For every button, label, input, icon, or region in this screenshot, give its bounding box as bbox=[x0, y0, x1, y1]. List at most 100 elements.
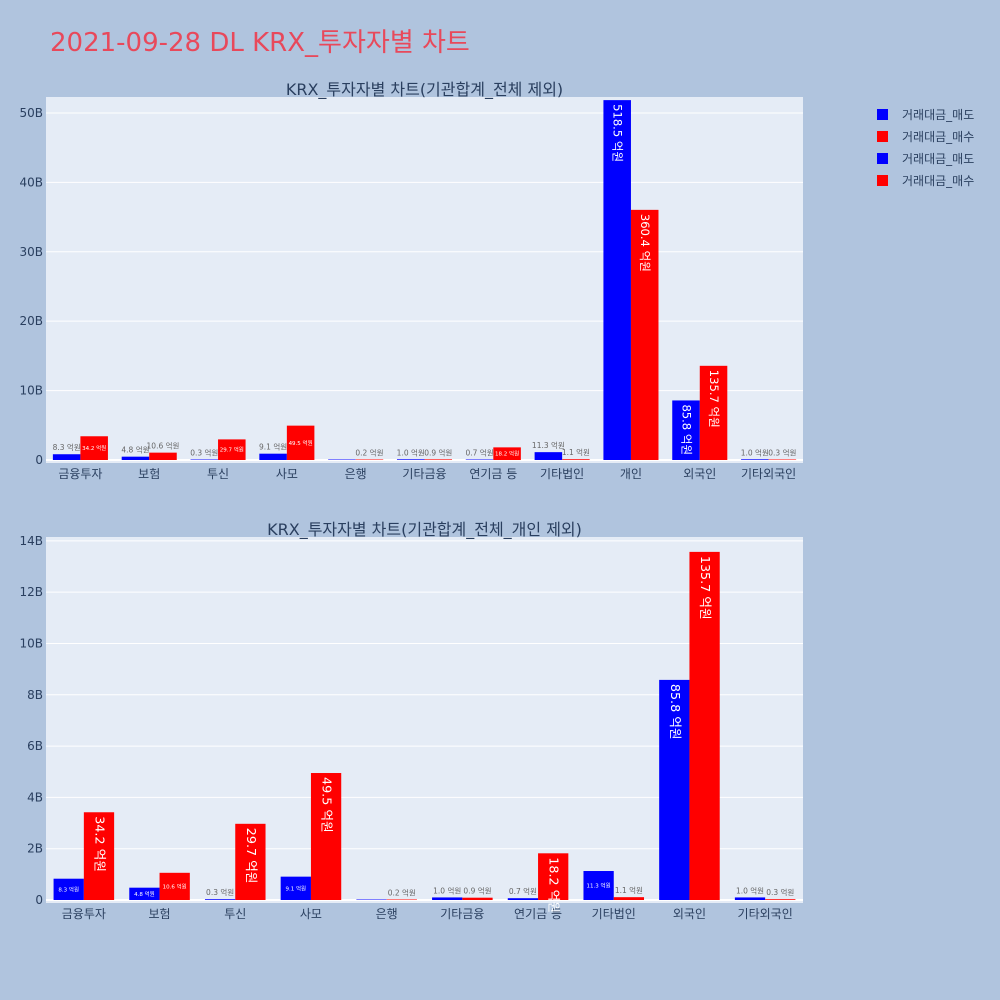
x-tick-label: 기타금융 bbox=[402, 467, 446, 481]
data-label: 18.2 억원 bbox=[547, 857, 562, 913]
bar bbox=[356, 899, 387, 900]
data-label: 1.0 억원 bbox=[736, 886, 764, 895]
bar bbox=[765, 899, 796, 900]
data-label: 34.2 억원 bbox=[92, 816, 107, 872]
x-tick-label: 은행 bbox=[345, 466, 367, 481]
y-tick-label: 10B bbox=[19, 384, 43, 398]
data-label: 0.7 억원 bbox=[509, 887, 537, 896]
x-tick-label: 은행 bbox=[376, 906, 398, 921]
x-tick-label: 투신 bbox=[207, 467, 229, 481]
legend-label: 거래대금_매수 bbox=[902, 130, 974, 144]
data-label: 49.5 억원 bbox=[320, 777, 335, 833]
legend-swatch bbox=[877, 153, 888, 164]
y-tick-label: 12B bbox=[19, 585, 43, 599]
x-tick-label: 기타외국인 bbox=[738, 907, 793, 921]
y-tick-label: 14B bbox=[19, 534, 43, 548]
x-tick-label: 사모 bbox=[300, 907, 322, 921]
bar bbox=[534, 452, 563, 460]
legend-label: 거래대금_매도 bbox=[902, 108, 974, 122]
bar bbox=[603, 100, 631, 461]
bar bbox=[53, 878, 84, 900]
bar bbox=[80, 436, 108, 460]
x-tick-label: 사모 bbox=[276, 467, 298, 481]
y-tick-label: 40B bbox=[19, 175, 43, 189]
data-label: 10.6 억원 bbox=[147, 442, 180, 451]
x-tick-label: 보험 bbox=[149, 907, 171, 921]
y-tick-label: 2B bbox=[27, 842, 43, 856]
x-tick-label: 외국인 bbox=[683, 467, 716, 481]
y-tick-label: 4B bbox=[27, 790, 43, 804]
bar bbox=[462, 897, 493, 900]
data-label: 10.6 억원 bbox=[163, 882, 187, 890]
x-tick-label: 기타법인 bbox=[540, 467, 584, 481]
x-tick-label: 기타금융 bbox=[440, 907, 484, 921]
x-tick-label: 외국인 bbox=[673, 907, 706, 921]
bar bbox=[465, 459, 494, 460]
data-label: 8.3 억원 bbox=[58, 885, 79, 893]
data-label: 0.2 억원 bbox=[355, 449, 383, 458]
bar bbox=[538, 853, 569, 900]
x-tick-label: 개인 bbox=[620, 467, 642, 481]
bar bbox=[699, 365, 728, 460]
x-tick-label: 투신 bbox=[224, 907, 246, 921]
bar bbox=[659, 679, 690, 900]
data-label: 0.3 억원 bbox=[766, 888, 794, 897]
bar bbox=[52, 454, 81, 460]
data-label: 9.1 억원 bbox=[259, 443, 287, 452]
data-label: 11.3 억원 bbox=[532, 441, 565, 450]
chart-2: 0 2B 4B 6B 8B 10B 12B 14B KRX_투자자별 차트(기관합계_전체_개인… bbox=[19, 520, 803, 921]
legend-swatch bbox=[877, 131, 888, 142]
bar bbox=[493, 447, 521, 460]
data-label: 49.5 억원 bbox=[289, 439, 313, 447]
bar bbox=[259, 453, 287, 460]
legend-swatch bbox=[877, 109, 888, 120]
y-tick-label: 30B bbox=[19, 245, 43, 259]
bar bbox=[432, 897, 463, 900]
x-tick-label: 금융투자 bbox=[62, 907, 106, 921]
data-label: 8.3 억원 bbox=[53, 443, 81, 452]
y-tick-label: 6B bbox=[27, 739, 43, 753]
data-label: 29.7 억원 bbox=[244, 828, 259, 884]
bar bbox=[235, 823, 266, 900]
bar bbox=[190, 459, 219, 460]
y-tick-label: 0 bbox=[35, 453, 43, 467]
data-label: 1.0 억원 bbox=[397, 448, 425, 457]
data-label: 29.7 억원 bbox=[220, 446, 244, 454]
y-tick-label: 20B bbox=[19, 314, 43, 328]
data-label: 0.9 억원 bbox=[463, 887, 491, 896]
data-label: 1.0 억원 bbox=[741, 448, 769, 457]
y-tick-label: 8B bbox=[27, 688, 43, 702]
bar bbox=[672, 400, 700, 460]
bar bbox=[83, 812, 115, 900]
y-tick-label: 0 bbox=[35, 893, 43, 907]
data-label: 9.1 억원 bbox=[285, 884, 306, 892]
data-label: 0.9 억원 bbox=[424, 448, 452, 457]
bar bbox=[396, 459, 425, 460]
x-tick-label: 연기금 등 bbox=[514, 907, 562, 921]
y-tick-label: 50B bbox=[19, 106, 43, 120]
x-tick-label: 기타외국인 bbox=[741, 467, 796, 481]
data-label: 518.5 억원 bbox=[611, 104, 625, 162]
data-label: 85.8 억원 bbox=[668, 684, 683, 740]
data-label: 34.2 억원 bbox=[82, 444, 106, 452]
data-label: 85.8 억원 bbox=[680, 404, 694, 455]
legend-swatch bbox=[877, 175, 888, 186]
bar bbox=[583, 871, 614, 900]
page-title: 2021-09-28 DL KRX_투자자별 차트 bbox=[50, 28, 470, 58]
bar bbox=[562, 459, 590, 460]
bar bbox=[355, 459, 384, 460]
data-label: 0.2 억원 bbox=[388, 888, 416, 897]
bar bbox=[286, 425, 315, 460]
legend-label: 거래대금_매도 bbox=[902, 152, 974, 166]
bar bbox=[121, 456, 150, 460]
bar bbox=[507, 898, 539, 900]
x-tick-label: 보험 bbox=[138, 467, 160, 481]
bar bbox=[149, 452, 177, 460]
bar bbox=[689, 551, 720, 900]
bar bbox=[734, 897, 766, 900]
data-label: 0.3 억원 bbox=[206, 888, 234, 897]
x-tick-label: 기타법인 bbox=[592, 907, 636, 921]
data-label: 1.1 억원 bbox=[615, 886, 643, 895]
